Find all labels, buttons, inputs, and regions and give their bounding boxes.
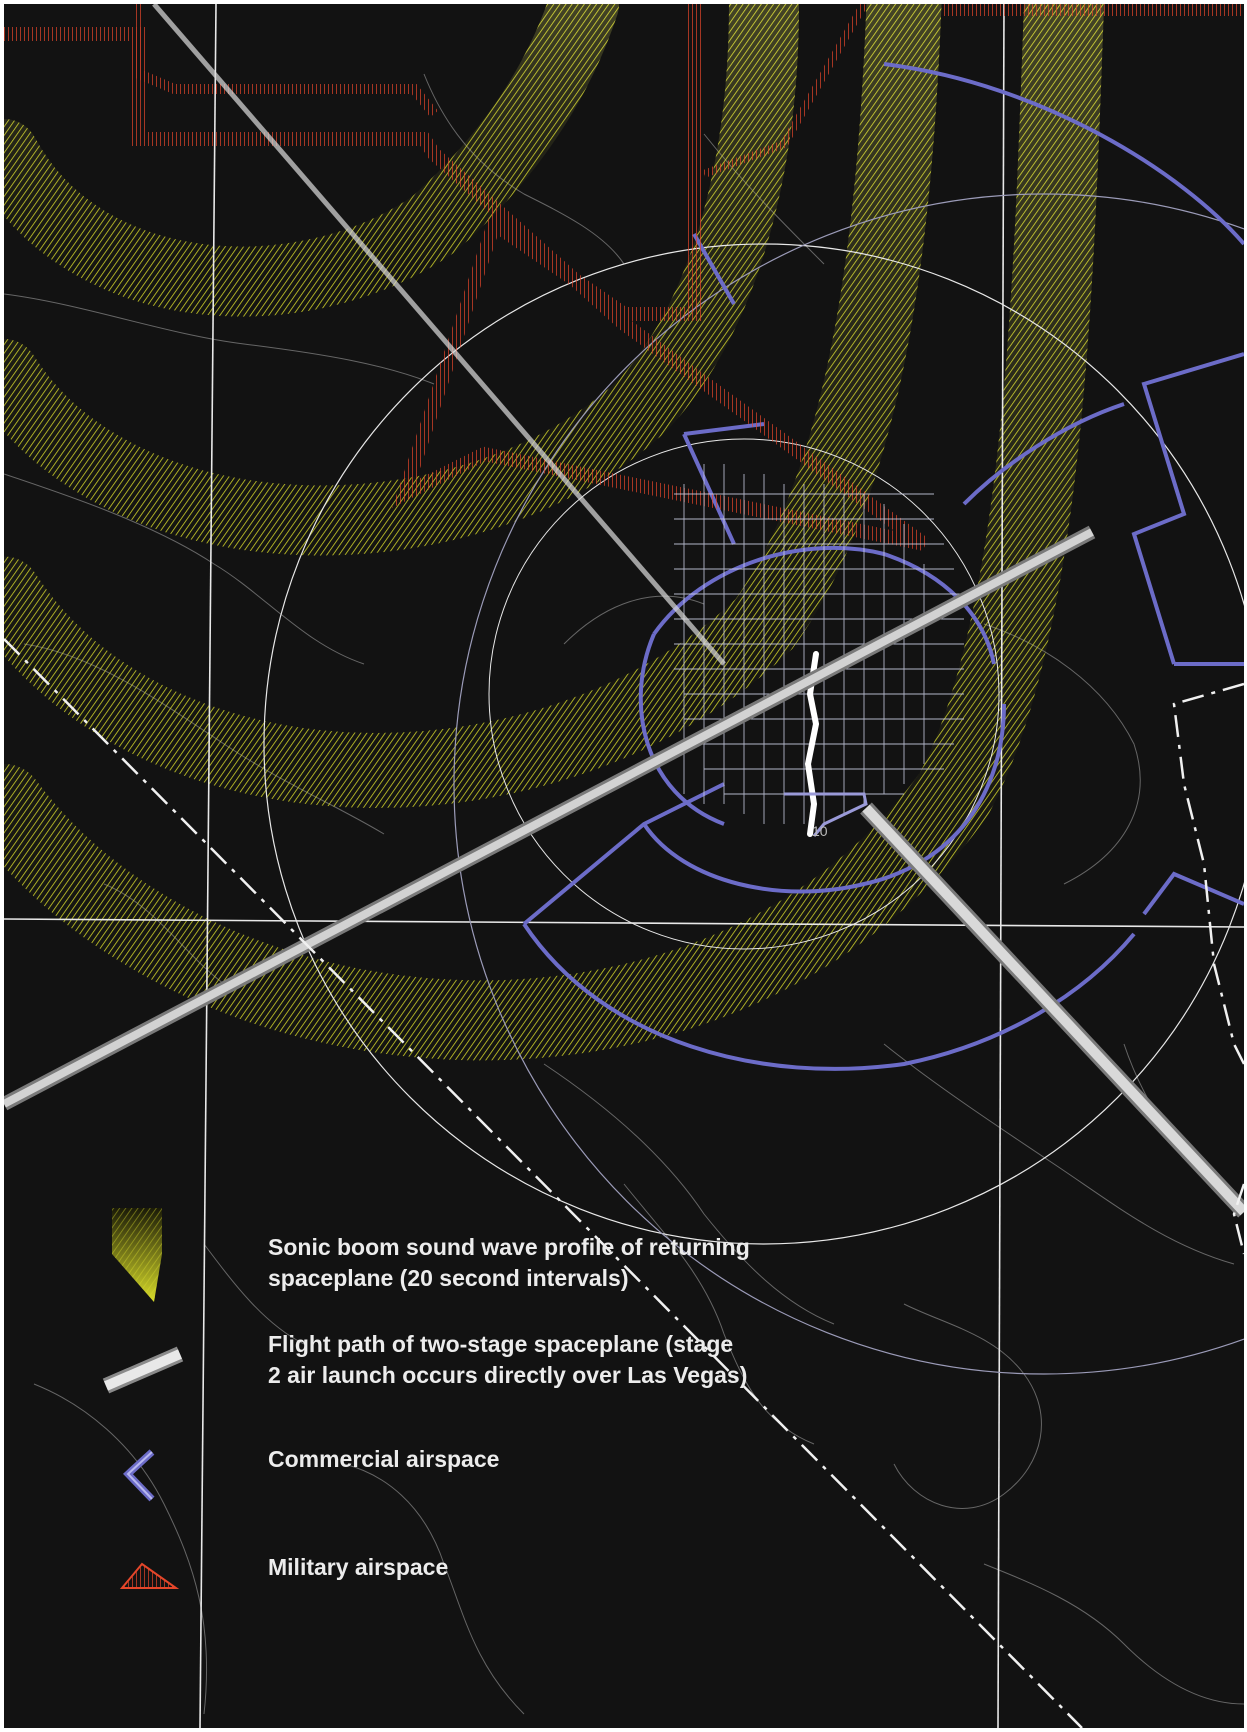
map-grid <box>4 4 1244 1728</box>
legend-sonic-boom-line-1: Sonic boom sound wave profile of returni… <box>268 1234 750 1260</box>
legend-military-icon <box>119 1562 180 1589</box>
legend-commercial-text: Commercial airspace <box>268 1444 888 1475</box>
commercial-airspace <box>522 62 1244 1071</box>
city-grid <box>674 464 964 824</box>
legend-flight-path-icon <box>102 1346 184 1394</box>
state-boundary <box>4 638 1244 1728</box>
runway-label: 10 <box>812 823 828 839</box>
legend-sonic-boom-text: Sonic boom sound wave profile of returni… <box>268 1232 888 1294</box>
legend-sonic-boom-icon <box>112 1208 162 1302</box>
map-canvas: 10 <box>4 4 1244 1728</box>
legend-flight-path-line-1: Flight path of two-stage spaceplane (sta… <box>268 1331 734 1357</box>
return-path <box>152 4 726 666</box>
range-circles <box>263 193 1244 1375</box>
legend-sonic-boom-line-2: spaceplane (20 second intervals) <box>268 1265 629 1291</box>
map-drawing: 10 <box>4 4 1244 1728</box>
legend-commercial-icon <box>122 1449 155 1502</box>
legend-military-label: Military airspace <box>268 1554 449 1580</box>
airport-runway <box>784 792 868 837</box>
flight-paths <box>4 4 1244 1218</box>
legend-commercial-label: Commercial airspace <box>268 1446 500 1472</box>
sonic-boom-profile <box>4 4 1104 1061</box>
legend-military-text: Military airspace <box>268 1552 888 1583</box>
legend-flight-path-text: Flight path of two-stage spaceplane (sta… <box>268 1329 888 1391</box>
legend-flight-path-line-2: 2 air launch occurs directly over Las Ve… <box>268 1362 748 1388</box>
